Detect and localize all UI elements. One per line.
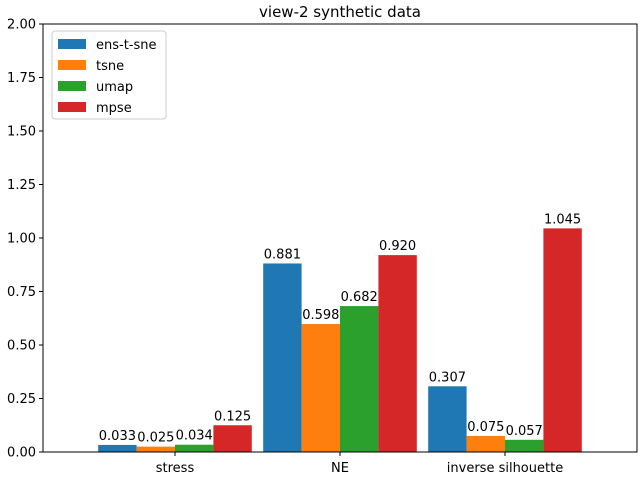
data-label: 0.057 [506,424,543,439]
y-tick-label: 1.00 [7,232,36,247]
bar-umap-NE [340,306,379,452]
bars-group [98,228,582,452]
y-tick-label: 0.25 [7,392,36,407]
data-label: 0.881 [264,247,301,262]
y-tick-label: 0.00 [7,446,36,461]
data-labels-group: 0.033 0.881 0.307 0.025 0.598 0.075 0.034 0.682… [99,212,581,445]
x-axis: stress NE inverse silhouette [156,452,563,476]
y-tick-label: 2.00 [7,18,36,33]
data-label: 0.034 [176,429,213,444]
legend-label-umap: umap [96,80,133,95]
y-tick-label: 1.25 [7,178,36,193]
chart-title: view-2 synthetic data [259,3,421,21]
legend-box [51,30,167,120]
y-tick-label: 1.50 [7,125,36,140]
bar-ens-t-sne-inverse-silhouette [428,386,467,452]
bar-mpse-inverse-silhouette [543,228,582,452]
bar-ens-t-sne-NE [263,263,302,452]
legend-swatch-ens-t-sne [58,39,86,49]
data-label: 0.125 [214,409,251,424]
x-tick-label: NE [331,461,349,476]
data-label: 0.033 [99,429,136,444]
bar-mpse-stress [213,425,252,452]
data-label: 0.682 [341,290,378,305]
legend-swatch-mpse [58,102,86,112]
y-tick-label: 1.75 [7,71,36,86]
y-tick-label: 0.75 [7,285,36,300]
y-axis: 0.00 0.25 0.50 0.75 1.00 1.25 1.50 1.75 2.00 [7,18,43,461]
bar-tsne-inverse-silhouette [466,435,505,452]
bar-tsne-NE [301,324,340,452]
legend-label-mpse: mpse [96,101,132,116]
data-label: 0.025 [137,431,174,446]
legend-label-ens-t-sne: ens-t-sne [96,38,157,53]
data-label: 0.920 [379,239,416,254]
legend-label-tsne: tsne [96,59,124,74]
data-label: 0.075 [467,420,504,435]
x-tick-label: inverse silhouette [447,461,563,476]
legend-swatch-tsne [58,60,86,70]
data-label: 0.307 [429,370,466,385]
bar-umap-inverse-silhouette [505,439,544,452]
y-tick-label: 0.50 [7,339,36,354]
plot-frame [42,23,638,453]
bar-umap-stress [175,444,214,452]
bar-ens-t-sne-stress [98,444,137,452]
legend: ens-t-sne tsne umap mpse [51,30,167,120]
data-label: 1.045 [544,212,581,227]
bar-tsne-stress [136,446,175,452]
data-label: 0.598 [302,308,339,323]
x-tick-label: stress [156,461,195,476]
legend-swatch-umap [58,81,86,91]
bar-mpse-NE [378,255,417,452]
